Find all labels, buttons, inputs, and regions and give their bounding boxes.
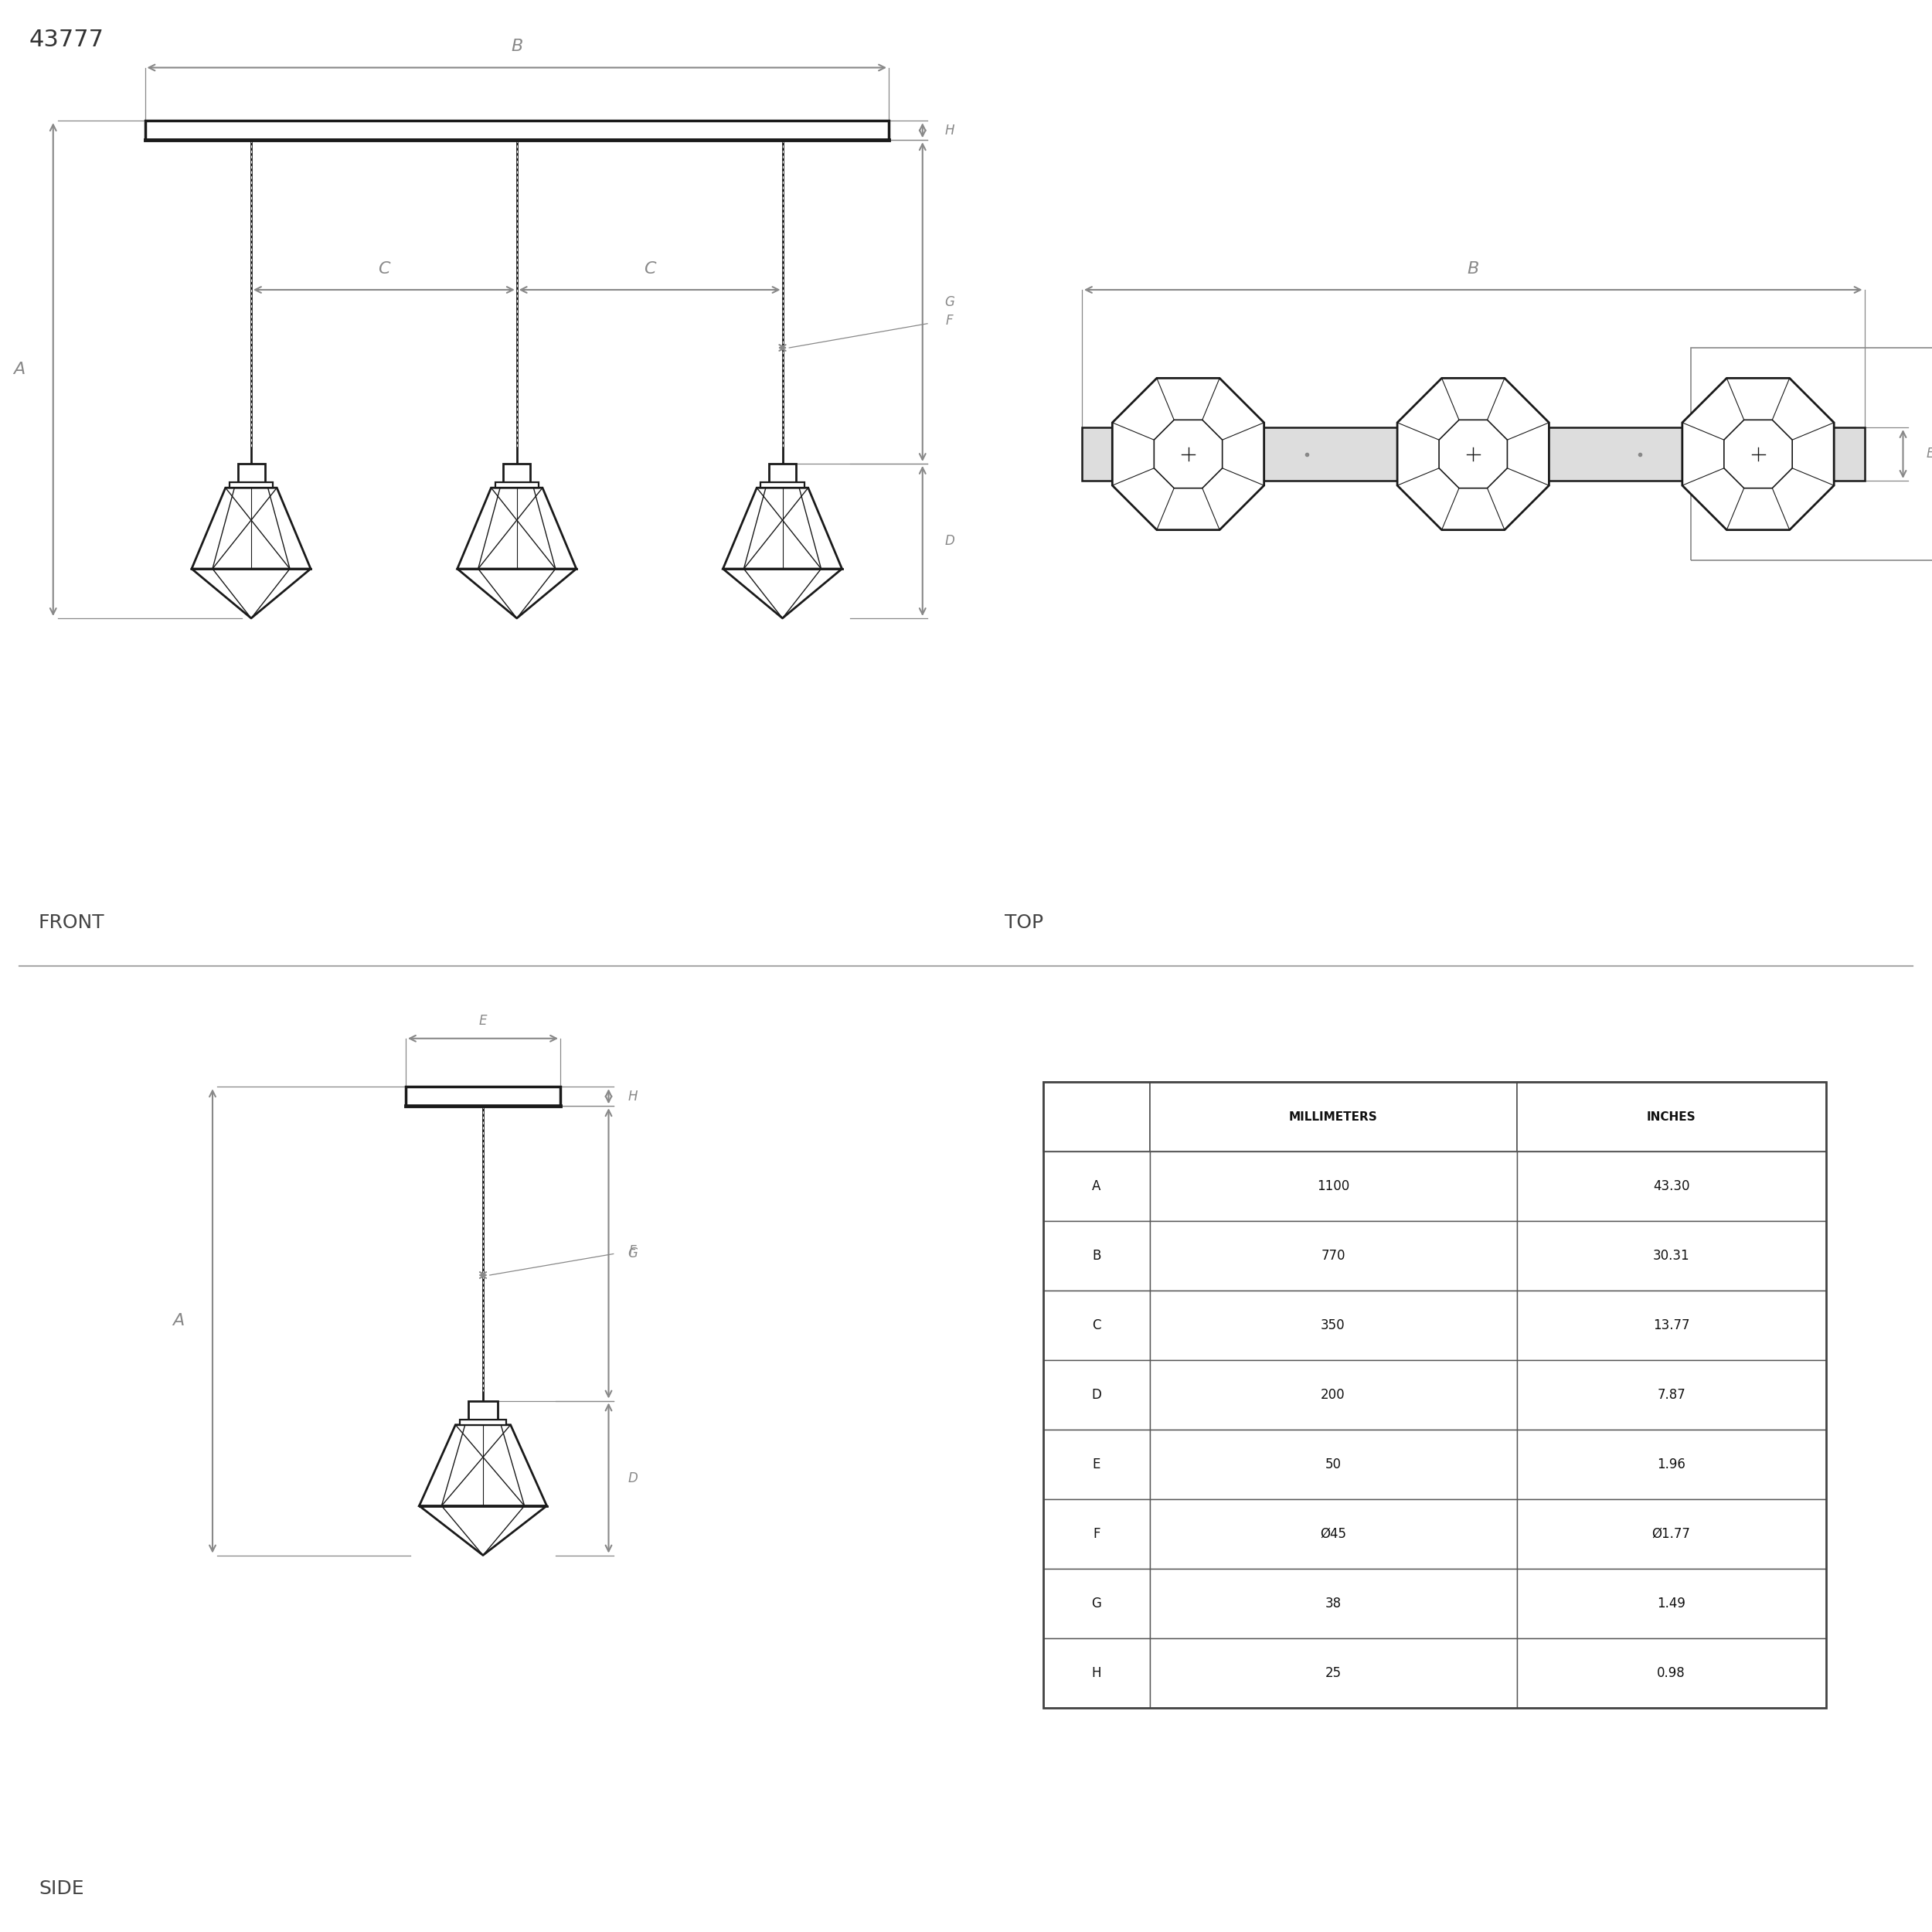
Bar	[1150, 1430, 1517, 1499]
Text: FRONT: FRONT	[39, 914, 104, 931]
Polygon shape	[419, 1424, 547, 1505]
Text: G: G	[945, 296, 954, 309]
Text: 30.31: 30.31	[1652, 1248, 1690, 1264]
Bar	[1043, 1360, 1150, 1430]
Bar	[1043, 1569, 1150, 1638]
Text: 1.96: 1.96	[1658, 1457, 1685, 1472]
Bar	[1150, 1569, 1517, 1638]
Bar	[761, 483, 804, 487]
Text: C: C	[379, 261, 390, 276]
Bar	[406, 1086, 560, 1105]
Bar	[1150, 1360, 1517, 1430]
Bar	[1150, 1151, 1517, 1221]
Text: G: G	[628, 1246, 638, 1260]
Bar	[1082, 427, 1864, 481]
Polygon shape	[1723, 419, 1793, 489]
Text: A: A	[1092, 1179, 1101, 1194]
Polygon shape	[1113, 379, 1264, 529]
Text: E: E	[1926, 446, 1932, 462]
Bar	[1043, 1430, 1150, 1499]
Bar	[1150, 1638, 1517, 1708]
Text: G: G	[1092, 1596, 1101, 1611]
Text: D: D	[945, 533, 954, 549]
Text: MILLIMETERS: MILLIMETERS	[1289, 1111, 1378, 1122]
Bar	[1150, 1221, 1517, 1291]
Polygon shape	[1153, 419, 1223, 489]
Text: 1100: 1100	[1318, 1179, 1349, 1194]
Text: B: B	[1092, 1248, 1101, 1264]
Text: A: A	[14, 361, 25, 377]
Text: A: A	[172, 1314, 185, 1329]
Text: E: E	[1092, 1457, 1101, 1472]
Bar	[1517, 1291, 1826, 1360]
Bar	[1517, 1569, 1826, 1638]
Bar	[1043, 1291, 1150, 1360]
Text: TOP: TOP	[1005, 914, 1043, 931]
Bar	[1150, 1082, 1517, 1151]
Bar	[460, 1420, 506, 1424]
Bar	[1150, 1291, 1517, 1360]
Text: 13.77: 13.77	[1654, 1318, 1689, 1333]
Bar	[230, 483, 272, 487]
Text: Ø1.77: Ø1.77	[1652, 1526, 1690, 1542]
Polygon shape	[458, 487, 576, 568]
Polygon shape	[723, 487, 842, 568]
Text: C: C	[643, 261, 655, 276]
Text: 200: 200	[1321, 1387, 1345, 1403]
Text: C: C	[1092, 1318, 1101, 1333]
Bar	[1043, 1082, 1150, 1151]
Text: F: F	[947, 313, 952, 328]
Bar	[1043, 1499, 1150, 1569]
Text: D: D	[628, 1470, 638, 1486]
Bar	[1690, 348, 1932, 560]
Bar	[1517, 1360, 1826, 1430]
Text: SIDE: SIDE	[39, 1880, 83, 1897]
Bar	[238, 464, 265, 483]
Bar	[1043, 1082, 1826, 1708]
Text: F: F	[630, 1244, 636, 1258]
Text: INCHES: INCHES	[1646, 1111, 1696, 1122]
Polygon shape	[1439, 419, 1507, 489]
Polygon shape	[191, 487, 311, 568]
Text: B: B	[1466, 261, 1480, 276]
Text: 43777: 43777	[29, 29, 104, 52]
Text: 38: 38	[1325, 1596, 1341, 1611]
Text: H: H	[1092, 1665, 1101, 1681]
Text: 25: 25	[1325, 1665, 1341, 1681]
Bar	[1150, 1499, 1517, 1569]
Bar	[1517, 1082, 1826, 1151]
Bar	[1043, 1638, 1150, 1708]
Text: H: H	[628, 1090, 638, 1103]
Bar	[1517, 1499, 1826, 1569]
Text: 43.30: 43.30	[1654, 1179, 1689, 1194]
Bar	[502, 464, 529, 483]
Bar	[1043, 1151, 1150, 1221]
Text: D: D	[1092, 1387, 1101, 1403]
Text: B: B	[510, 39, 524, 54]
Text: E: E	[479, 1014, 487, 1028]
Text: 7.87: 7.87	[1658, 1387, 1685, 1403]
Bar	[769, 464, 796, 483]
Bar	[145, 120, 889, 141]
Polygon shape	[1397, 379, 1549, 529]
Bar	[1517, 1221, 1826, 1291]
Bar	[1517, 1151, 1826, 1221]
Bar	[495, 483, 539, 487]
Text: 350: 350	[1321, 1318, 1345, 1333]
Bar	[469, 1401, 498, 1420]
Polygon shape	[1683, 379, 1833, 529]
Text: H: H	[945, 124, 954, 137]
Text: 1.49: 1.49	[1658, 1596, 1685, 1611]
Bar	[1517, 1638, 1826, 1708]
Text: 50: 50	[1325, 1457, 1341, 1472]
Text: 0.98: 0.98	[1658, 1665, 1685, 1681]
Text: 770: 770	[1321, 1248, 1345, 1264]
Bar	[1517, 1430, 1826, 1499]
Bar	[1043, 1221, 1150, 1291]
Text: F: F	[1094, 1526, 1099, 1542]
Text: Ø45: Ø45	[1320, 1526, 1347, 1542]
